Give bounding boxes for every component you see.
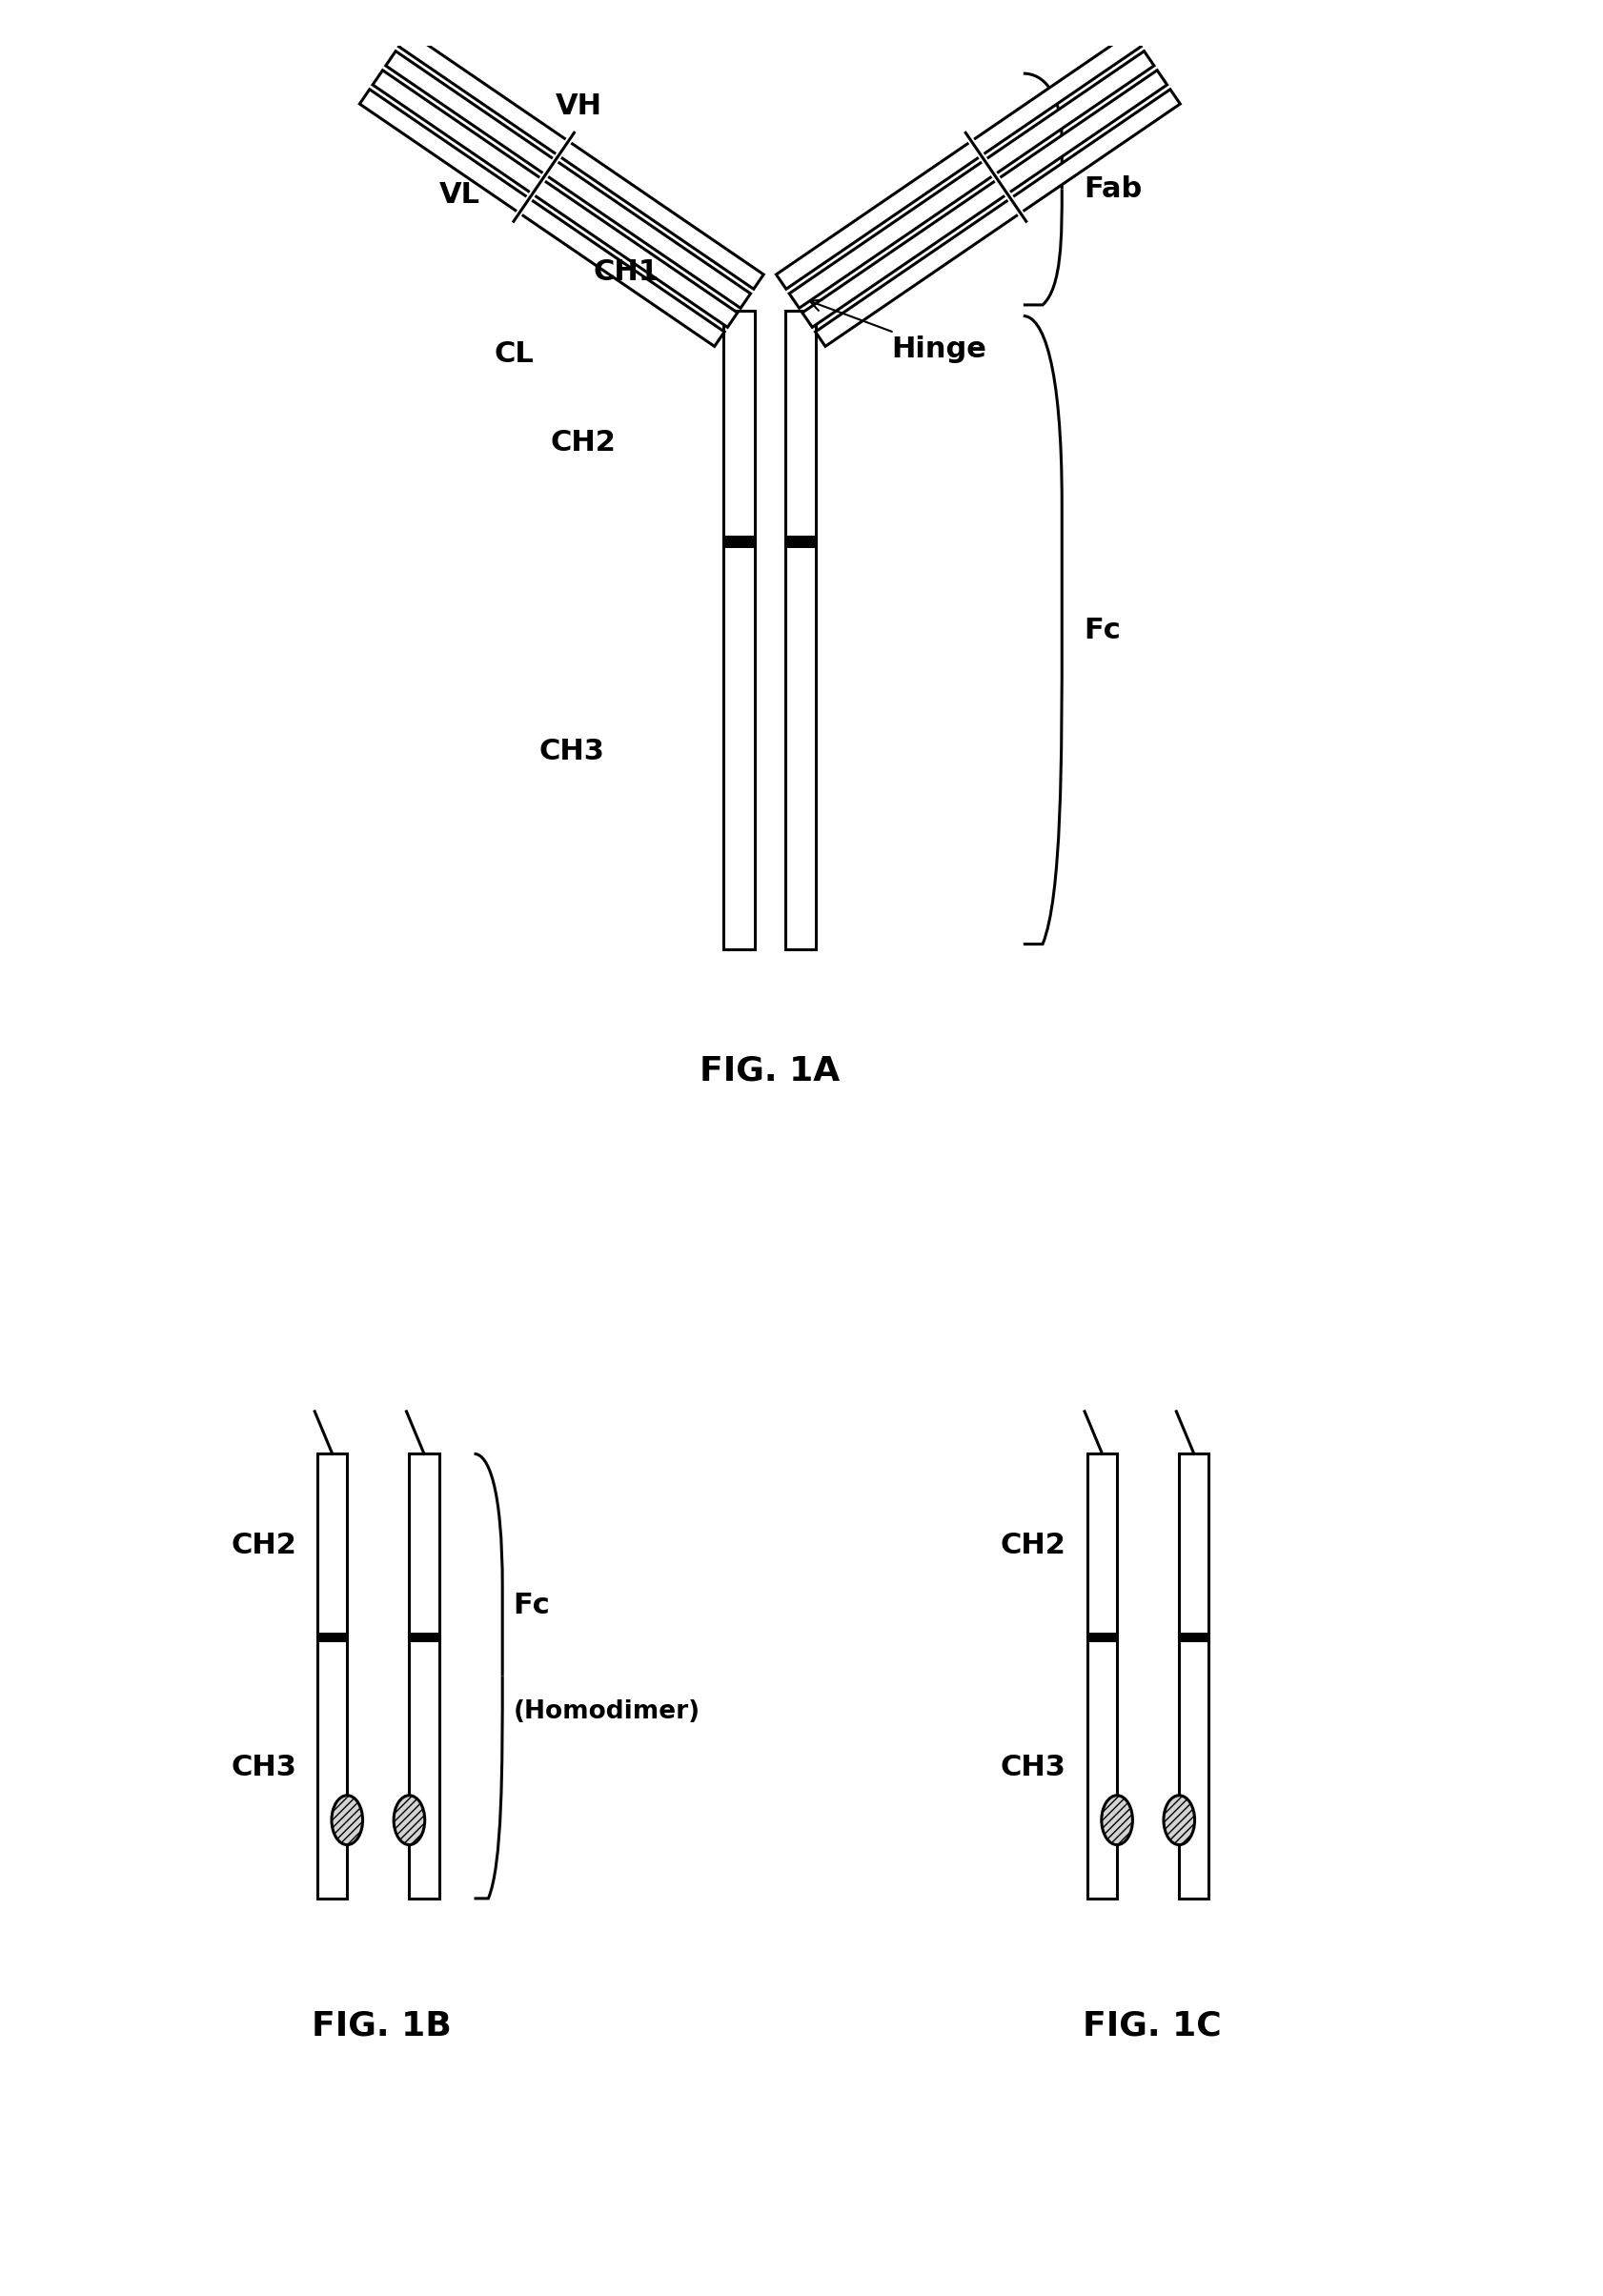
Bar [1087, 1632, 1116, 1642]
Text: FIG. 1B: FIG. 1B [311, 2009, 452, 2041]
Text: CH3: CH3 [231, 1754, 297, 1782]
Ellipse shape [393, 1795, 425, 1844]
Polygon shape [372, 71, 737, 328]
Bar [1087, 1637, 1116, 1899]
Text: VL: VL [439, 181, 479, 209]
Polygon shape [776, 32, 1140, 289]
Text: Fab: Fab [1084, 174, 1141, 202]
Text: Hinge: Hinge [810, 301, 986, 363]
Polygon shape [385, 51, 750, 308]
Text: CH1: CH1 [593, 257, 659, 285]
Polygon shape [399, 32, 763, 289]
Polygon shape [359, 90, 725, 347]
Bar [723, 310, 753, 542]
Bar [317, 1637, 346, 1899]
Ellipse shape [332, 1795, 362, 1844]
Text: CH2: CH2 [1000, 1531, 1066, 1559]
Polygon shape [814, 90, 1180, 347]
Bar [1178, 1453, 1209, 1637]
Bar [409, 1637, 439, 1899]
Bar [317, 1632, 346, 1642]
Bar [785, 542, 816, 951]
Ellipse shape [1101, 1795, 1132, 1844]
Text: Fc: Fc [1084, 615, 1120, 643]
Bar [1178, 1632, 1209, 1642]
Polygon shape [802, 71, 1167, 328]
Text: VH: VH [555, 92, 601, 119]
Text: CH3: CH3 [1000, 1754, 1066, 1782]
Bar [785, 535, 816, 549]
Bar [723, 535, 753, 549]
Text: FIG. 1C: FIG. 1C [1082, 2009, 1220, 2041]
Text: FIG. 1A: FIG. 1A [699, 1054, 840, 1086]
Bar [723, 542, 753, 951]
Polygon shape [789, 51, 1154, 308]
Text: CH2: CH2 [550, 429, 616, 457]
Bar [409, 1632, 439, 1642]
Bar [409, 1453, 439, 1637]
Bar [1087, 1453, 1116, 1637]
Bar [1178, 1637, 1209, 1899]
Text: CH2: CH2 [231, 1531, 297, 1559]
Text: CH3: CH3 [539, 737, 604, 765]
Bar [317, 1453, 346, 1637]
Ellipse shape [1162, 1795, 1194, 1844]
Text: Fc: Fc [513, 1591, 550, 1619]
Bar [785, 310, 816, 542]
Text: CL: CL [494, 340, 534, 367]
Text: (Homodimer): (Homodimer) [513, 1699, 699, 1724]
